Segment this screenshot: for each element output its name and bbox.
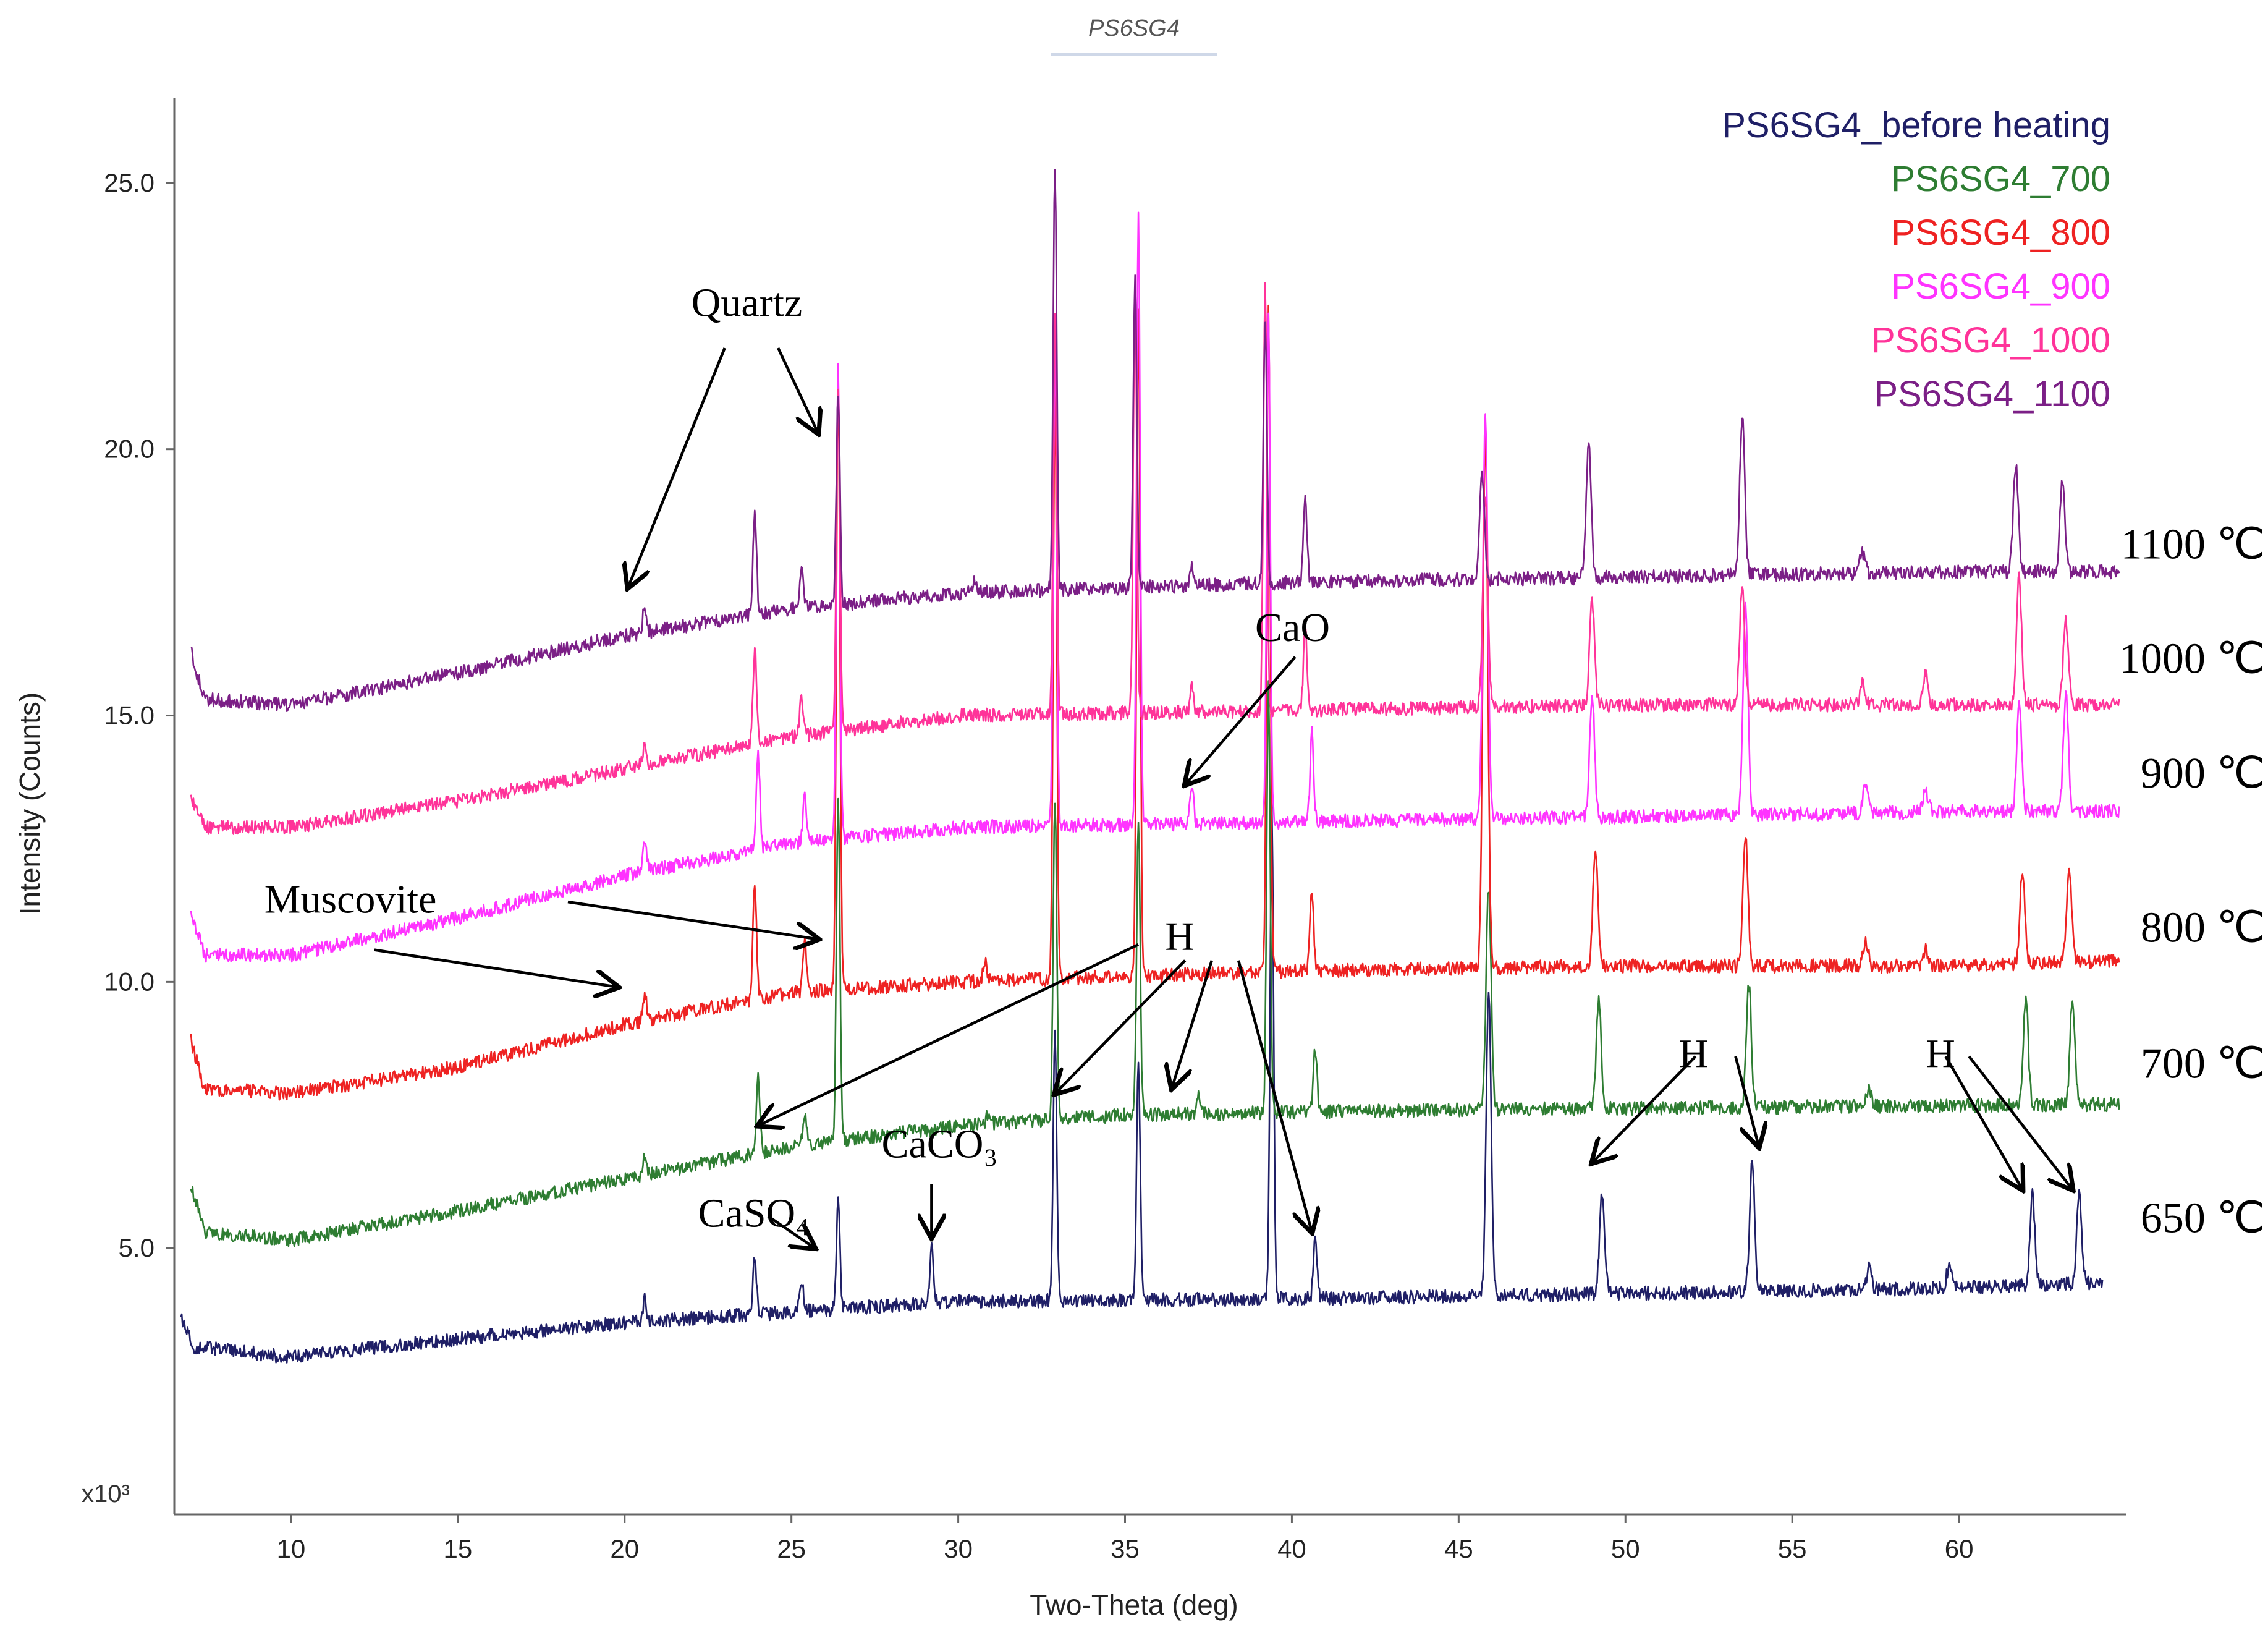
x-tick-label: 25 xyxy=(777,1534,806,1563)
annotation-arrow xyxy=(1172,960,1214,1089)
annotation-arrow xyxy=(758,943,1140,1126)
annotation-arrow xyxy=(1968,1055,2072,1189)
annotation-arrow xyxy=(628,347,726,588)
annotation-arrow xyxy=(374,948,618,987)
temperature-label: 1000 ℃ xyxy=(2119,635,2265,683)
y-tick-label: 25.0 xyxy=(104,168,154,197)
legend: PS6SG4_before heating PS6SG4_700 PS6SG4_80… xyxy=(1722,105,2110,414)
annotation-arrow xyxy=(767,1215,815,1248)
x-tick-label: 10 xyxy=(277,1534,306,1563)
x-tick-label: 45 xyxy=(1444,1534,1473,1563)
series-line-4 xyxy=(190,282,2120,835)
series-group xyxy=(180,169,2120,1364)
annotation-label: H xyxy=(1165,914,1195,959)
legend-entry: PS6SG4_700 xyxy=(1891,159,2110,199)
annotation-label: Quartz xyxy=(692,280,803,325)
y-tick-label: 5.0 xyxy=(119,1233,154,1262)
legend-entry: PS6SG4_before heating xyxy=(1722,105,2110,145)
x-tick-label: 50 xyxy=(1611,1534,1640,1563)
x-tick-label: 20 xyxy=(610,1534,639,1563)
temperature-label: 700 ℃ xyxy=(2141,1040,2265,1087)
series-line-2 xyxy=(190,304,2120,1101)
temperature-label: 900 ℃ xyxy=(2141,750,2265,797)
series-line-5 xyxy=(190,169,2120,713)
x-tick-label: 35 xyxy=(1111,1534,1140,1563)
x-tick-label: 30 xyxy=(944,1534,973,1563)
y-tick-label: 10.0 xyxy=(104,967,154,996)
series-line-1 xyxy=(190,680,2120,1247)
y-tick-label: 15.0 xyxy=(104,701,154,730)
x-tick-label: 60 xyxy=(1945,1534,1974,1563)
annotation-arrow xyxy=(1055,959,1187,1094)
series-line-0 xyxy=(180,802,2104,1364)
temperature-labels: 650 ℃ 700 ℃ 800 ℃ 900 ℃ 1000 ℃ 1100 ℃ xyxy=(2119,520,2265,1242)
series-line-3 xyxy=(190,211,2120,963)
x-axis-label: Two-Theta (deg) xyxy=(1030,1589,1238,1621)
temperature-label: 1100 ℃ xyxy=(2120,520,2265,568)
annotation-arrow xyxy=(1734,1056,1759,1147)
annotation-arrow xyxy=(777,347,818,433)
annotation-arrow xyxy=(1592,1055,1697,1163)
annotation-label: CaSO₄ xyxy=(698,1191,810,1236)
x-ticks: 10 15 20 25 30 35 40 45 50 55 60 xyxy=(277,1514,1974,1563)
temperature-label: 650 ℃ xyxy=(2141,1194,2265,1242)
annotation-label: Muscovite xyxy=(264,877,437,922)
annotation-label: CaO xyxy=(1255,605,1330,650)
annotation-arrow xyxy=(1944,1055,2022,1189)
annotation-label: CaCO₃ xyxy=(881,1122,997,1167)
legend-entry: PS6SG4_800 xyxy=(1891,213,2110,253)
legend-entry: PS6SG4_900 xyxy=(1891,266,2110,307)
temperature-label: 800 ℃ xyxy=(2141,904,2265,952)
x-tick-label: 15 xyxy=(443,1534,472,1563)
legend-entry: PS6SG4_1000 xyxy=(1871,320,2110,360)
y-ticks: 5.0 10.0 15.0 20.0 25.0 xyxy=(104,168,174,1262)
chart-title: PS6SG4 xyxy=(1088,15,1180,41)
y-unit-label: x10³ xyxy=(82,1480,130,1508)
legend-entry: PS6SG4_1100 xyxy=(1874,374,2110,414)
annotation-arrow xyxy=(1237,960,1312,1232)
annotation-arrow xyxy=(567,900,818,939)
y-tick-label: 20.0 xyxy=(104,435,154,464)
y-axis-label: Intensity (Counts) xyxy=(14,692,46,915)
x-tick-label: 40 xyxy=(1277,1534,1306,1563)
annotation-arrow xyxy=(1185,656,1297,785)
x-tick-label: 55 xyxy=(1778,1534,1807,1563)
annotation-label: H xyxy=(1926,1031,1955,1076)
